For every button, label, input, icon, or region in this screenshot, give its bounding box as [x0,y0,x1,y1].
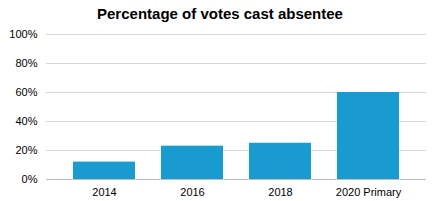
svg-text:80%: 80% [15,57,37,69]
svg-text:100%: 100% [9,28,37,40]
svg-text:2020 Primary: 2020 Primary [336,186,402,198]
svg-text:20%: 20% [15,144,37,156]
html-text:Percentage of votes cast absen: Percentage of votes cast absentee [97,5,343,22]
svg-text:40%: 40% [15,115,37,127]
svg-text:0%: 0% [22,173,38,185]
svg-text:60%: 60% [15,86,37,98]
svg-text:2018: 2018 [268,186,292,198]
svg-text:2016: 2016 [180,186,204,198]
svg-text:2014: 2014 [92,186,116,198]
